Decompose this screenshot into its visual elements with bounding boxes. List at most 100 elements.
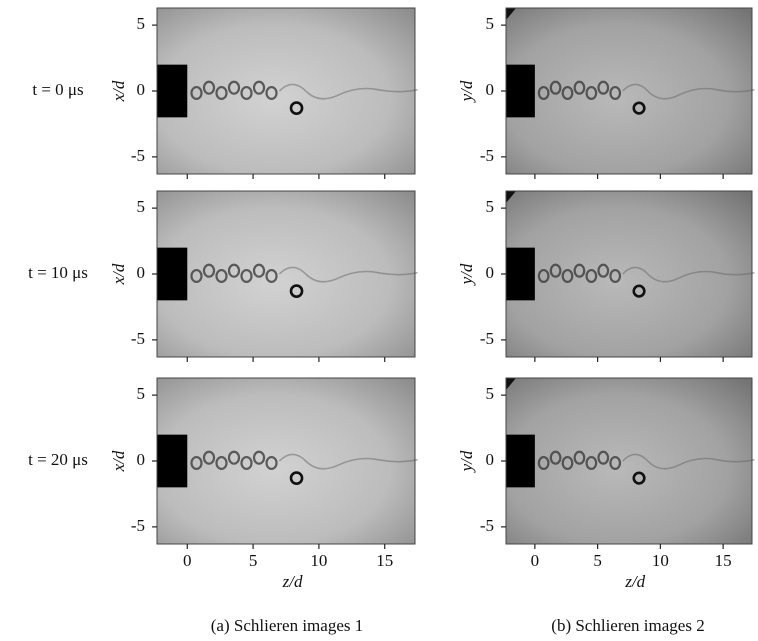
schlieren-panel: [156, 190, 418, 358]
y-tick-label: 5: [486, 197, 495, 216]
y-tick-label: -5: [480, 329, 494, 348]
row-label: t = 0 μs: [32, 80, 83, 99]
vortex: [597, 80, 610, 95]
y-tick-label: -5: [480, 516, 494, 535]
vortex: [537, 85, 550, 101]
vortex: [537, 268, 550, 284]
vortex: [252, 80, 266, 95]
x-tick-label: 5: [593, 551, 602, 570]
vortex: [202, 263, 216, 278]
vortex: [227, 80, 241, 95]
panel-caption: (b) Schlieren images 2: [551, 616, 704, 635]
vortex: [609, 85, 622, 101]
y-tick-label: 0: [137, 80, 146, 99]
x-tick-label: 10: [310, 551, 327, 570]
particle-ring: [632, 284, 646, 298]
schlieren-image: [157, 378, 415, 544]
schlieren-panel: [505, 377, 755, 545]
x-axis-label: z/d: [282, 572, 303, 591]
particle-ring: [632, 471, 646, 485]
y-tick-label: 5: [486, 14, 495, 33]
schlieren-panel: [156, 377, 418, 545]
y-tick-label: -5: [131, 146, 145, 165]
jet-wake: [278, 453, 418, 470]
vortex: [561, 455, 574, 471]
y-axis-label: y/d: [457, 263, 476, 286]
particle-ring: [289, 471, 304, 485]
schlieren-image: [506, 191, 752, 357]
y-tick-label: -5: [131, 329, 145, 348]
vortex: [549, 80, 562, 95]
vortex: [240, 455, 253, 471]
jet-wake: [622, 266, 755, 283]
y-tick-label: 0: [137, 263, 146, 282]
schlieren-image: [157, 8, 415, 174]
y-axis-label: x/d: [109, 80, 128, 102]
nozzle: [157, 434, 188, 488]
particle-ring: [289, 101, 304, 115]
image-corner: [506, 378, 516, 390]
vortex: [597, 450, 610, 465]
vortex: [585, 268, 598, 284]
vortex: [609, 268, 622, 284]
nozzle: [506, 247, 535, 301]
vortex: [252, 263, 266, 278]
y-tick-label: 0: [486, 450, 495, 469]
vortex: [190, 455, 203, 471]
vortex: [240, 85, 253, 101]
x-tick-label: 5: [249, 551, 258, 570]
particle-ring: [632, 101, 646, 115]
schlieren-panel: [505, 7, 755, 175]
vortex: [190, 85, 203, 101]
nozzle: [506, 64, 535, 118]
jet-wake: [278, 83, 418, 100]
jet-wake: [622, 453, 755, 470]
vortex: [549, 263, 562, 278]
vortex: [561, 268, 574, 284]
y-axis-label: x/d: [109, 450, 128, 472]
y-tick-label: 0: [137, 450, 146, 469]
vortex: [549, 450, 562, 465]
nozzle: [157, 64, 188, 118]
vortex: [202, 450, 216, 465]
vortex: [573, 263, 586, 278]
schlieren-panel: [156, 7, 418, 175]
y-tick-label: 5: [486, 384, 495, 403]
y-tick-label: -5: [131, 516, 145, 535]
jet-wake: [622, 83, 755, 100]
vortex: [215, 455, 228, 471]
vortex: [561, 85, 574, 101]
y-tick-label: -5: [480, 146, 494, 165]
schlieren-image: [506, 8, 752, 174]
vortex: [227, 263, 241, 278]
x-tick-label: 0: [183, 551, 192, 570]
x-tick-label: 15: [715, 551, 732, 570]
vortex: [227, 450, 241, 465]
row-label: t = 10 μs: [28, 263, 88, 282]
panel-caption: (a) Schlieren images 1: [211, 616, 363, 635]
x-axis-label: z/d: [624, 572, 645, 591]
vortex: [265, 268, 278, 284]
image-corner: [506, 8, 516, 20]
vortex: [215, 268, 228, 284]
vortex: [202, 80, 216, 95]
y-axis-label: y/d: [457, 80, 476, 103]
vortex: [265, 455, 278, 471]
jet-wake: [278, 266, 418, 283]
x-tick-label: 10: [652, 551, 669, 570]
particle-ring: [289, 284, 304, 298]
nozzle: [157, 247, 188, 301]
vortex: [573, 450, 586, 465]
vortex: [609, 455, 622, 471]
vortex: [585, 455, 598, 471]
x-tick-label: 15: [376, 551, 393, 570]
y-tick-label: 5: [137, 14, 146, 33]
vortex: [537, 455, 550, 471]
x-tick-label: 0: [531, 551, 540, 570]
vortex: [585, 85, 598, 101]
schlieren-image: [506, 378, 752, 544]
row-label: t = 20 μs: [28, 450, 88, 469]
image-corner: [506, 191, 516, 203]
vortex: [252, 450, 266, 465]
